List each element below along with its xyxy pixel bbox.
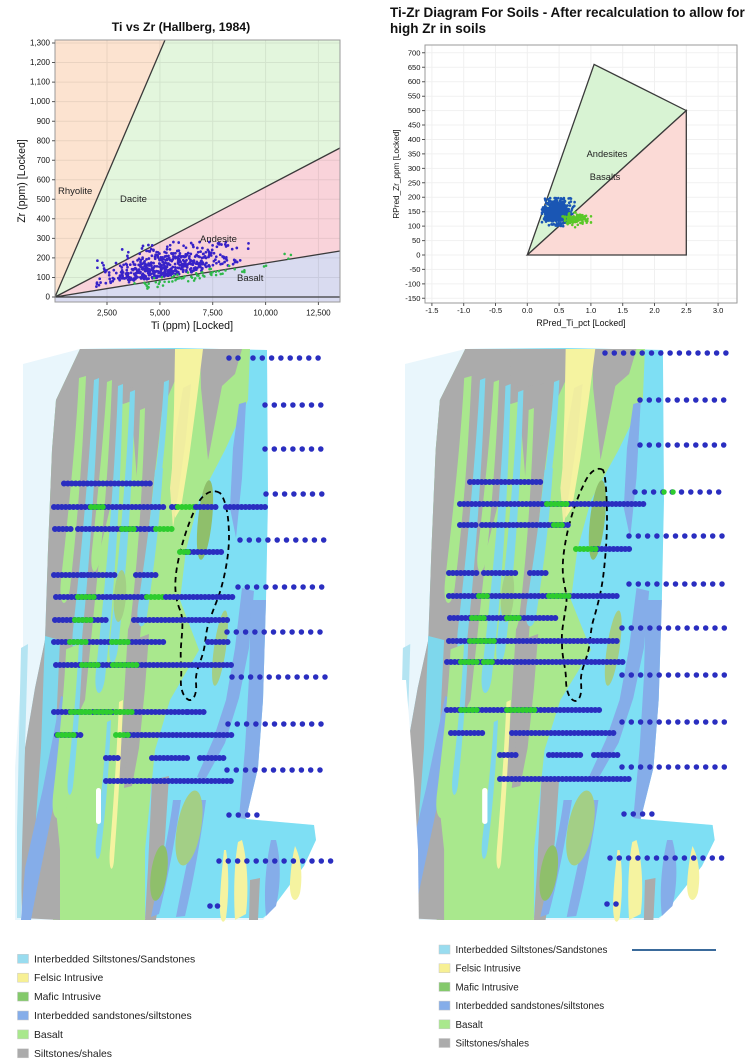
svg-text:100: 100 (37, 273, 51, 282)
svg-text:600: 600 (37, 175, 51, 184)
svg-text:Andesite: Andesite (200, 234, 237, 245)
svg-text:500: 500 (37, 195, 51, 204)
svg-text:-1.0: -1.0 (457, 306, 470, 315)
svg-text:2.5: 2.5 (681, 306, 692, 315)
svg-text:Interbedded Siltstones/Sandsto: Interbedded Siltstones/Sandstones (34, 954, 195, 965)
svg-text:Basalt: Basalt (34, 1030, 63, 1041)
svg-text:1,000: 1,000 (30, 97, 51, 106)
svg-text:2.0: 2.0 (649, 306, 660, 315)
svg-text:Zr (ppm) [Locked]: Zr (ppm) [Locked] (16, 139, 28, 223)
svg-text:400: 400 (408, 135, 421, 144)
svg-text:Felsic Intrusive: Felsic Intrusive (34, 973, 104, 984)
svg-text:0.0: 0.0 (522, 306, 533, 315)
svg-text:-0.5: -0.5 (489, 306, 502, 315)
svg-text:50: 50 (412, 236, 420, 245)
svg-text:650: 650 (408, 63, 421, 72)
svg-text:Basalts: Basalts (590, 172, 621, 182)
svg-text:800: 800 (37, 136, 51, 145)
svg-text:0: 0 (46, 293, 51, 302)
svg-text:Siltstones/shales: Siltstones/shales (456, 1039, 530, 1050)
svg-text:Basalt: Basalt (456, 1020, 484, 1031)
svg-text:RPred_Zr_ppm [Locked]: RPred_Zr_ppm [Locked] (392, 129, 401, 218)
svg-text:250: 250 (408, 178, 421, 187)
svg-text:700: 700 (408, 48, 421, 57)
svg-text:500: 500 (408, 106, 421, 115)
svg-text:3.0: 3.0 (713, 306, 724, 315)
svg-text:200: 200 (408, 193, 421, 202)
svg-text:1,200: 1,200 (30, 58, 51, 67)
svg-text:Andesites: Andesites (587, 149, 628, 159)
svg-text:Dacite: Dacite (120, 194, 147, 205)
svg-text:Mafic Intrusive: Mafic Intrusive (34, 992, 101, 1003)
svg-text:0: 0 (416, 251, 420, 260)
svg-text:5,000: 5,000 (150, 309, 171, 318)
svg-text:1.5: 1.5 (617, 306, 628, 315)
svg-text:7,500: 7,500 (203, 309, 224, 318)
svg-text:550: 550 (408, 92, 421, 101)
svg-text:Mafic Intrusive: Mafic Intrusive (456, 982, 520, 993)
svg-text:300: 300 (408, 164, 421, 173)
svg-text:Rhyolite: Rhyolite (58, 186, 92, 197)
svg-text:400: 400 (37, 214, 51, 223)
svg-text:0.5: 0.5 (554, 306, 565, 315)
svg-text:RPred_Ti_pct [Locked]: RPred_Ti_pct [Locked] (536, 318, 625, 328)
svg-text:Basalt: Basalt (237, 273, 264, 284)
svg-text:-150: -150 (405, 294, 420, 303)
svg-text:Interbedded sandstones/siltsto: Interbedded sandstones/siltstones (34, 1011, 192, 1022)
svg-text:-1.5: -1.5 (425, 306, 438, 315)
svg-text:600: 600 (408, 77, 421, 86)
svg-text:1.0: 1.0 (586, 306, 597, 315)
svg-text:-100: -100 (405, 279, 420, 288)
svg-text:10,000: 10,000 (253, 309, 278, 318)
svg-text:12,500: 12,500 (306, 309, 331, 318)
svg-text:Interbedded sandstones/siltsto: Interbedded sandstones/siltstones (456, 1001, 605, 1012)
svg-text:Ti-Zr Diagram For Soils - Afte: Ti-Zr Diagram For Soils - After recalcul… (390, 5, 746, 20)
svg-text:200: 200 (37, 254, 51, 263)
svg-text:900: 900 (37, 117, 51, 126)
svg-text:150: 150 (408, 207, 421, 216)
svg-text:700: 700 (37, 156, 51, 165)
svg-text:100: 100 (408, 222, 421, 231)
svg-text:350: 350 (408, 149, 421, 158)
svg-text:1,300: 1,300 (30, 39, 51, 48)
svg-text:-50: -50 (410, 265, 421, 274)
svg-text:450: 450 (408, 121, 421, 130)
svg-text:300: 300 (37, 234, 51, 243)
svg-text:1,100: 1,100 (30, 78, 51, 87)
svg-text:Ti vs Zr (Hallberg, 1984): Ti vs Zr (Hallberg, 1984) (112, 20, 251, 34)
svg-text:Felsic Intrusive: Felsic Intrusive (456, 964, 522, 975)
svg-text:Ti (ppm) [Locked]: Ti (ppm) [Locked] (151, 320, 233, 332)
svg-text:2,500: 2,500 (97, 309, 118, 318)
svg-text:high Zr in soils: high Zr in soils (390, 21, 486, 36)
svg-text:Siltstones/shales: Siltstones/shales (34, 1049, 112, 1060)
svg-text:Interbedded Siltstones/Sandsto: Interbedded Siltstones/Sandstones (456, 945, 608, 956)
